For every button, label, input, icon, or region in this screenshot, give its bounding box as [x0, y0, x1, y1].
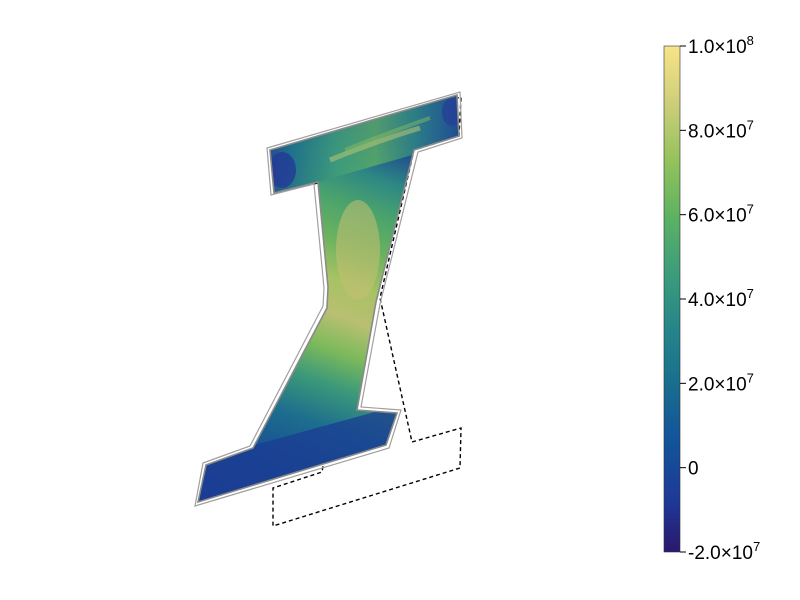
bottom-flange-field	[198, 405, 400, 502]
colorbar-tick-label: 6.0×107	[688, 202, 754, 227]
colorbar-tick-label: 8.0×107	[688, 117, 754, 142]
colorbar-tick-mantissa: -2.0×10	[688, 543, 753, 564]
colorbar-tick-exponent: 7	[747, 117, 754, 132]
colorbar-tick-mantissa: 2.0×10	[688, 374, 747, 395]
colorbar-tick-label: 2.0×107	[688, 370, 754, 395]
colorbar-tick-mantissa: 4.0×10	[688, 290, 747, 311]
colorbar-tick-mantissa: 6.0×10	[688, 206, 747, 227]
colorbar-tick-label: -2.0×107	[688, 539, 760, 564]
colorbar-tick-exponent: 7	[753, 539, 760, 554]
colorbar-tick-label: 4.0×107	[688, 286, 754, 311]
colorbar-tick-exponent: 7	[747, 286, 754, 301]
web-highlight	[336, 200, 380, 300]
colorbar: 1.0×1088.0×1076.0×1074.0×1072.0×1070-2.0…	[663, 33, 760, 564]
colorbar-bar	[663, 45, 681, 553]
flange-streak-2	[344, 116, 431, 152]
deformed-outline	[194, 91, 463, 507]
flange-streak-1	[329, 125, 421, 163]
flange-left-spot	[268, 152, 296, 188]
colorbar-tick-exponent: 7	[747, 202, 754, 217]
colorbar-tick-exponent: 7	[747, 370, 754, 385]
colorbar-tick-label: 1.0×108	[688, 33, 754, 58]
deformed-outline-path	[196, 93, 460, 504]
colorbar-ticks: 1.0×1088.0×1076.0×1074.0×1072.0×1070-2.0…	[680, 33, 760, 564]
colorbar-tick-exponent: 8	[747, 33, 754, 48]
deformed-body	[198, 95, 459, 502]
colorbar-tick-mantissa: 8.0×10	[688, 121, 747, 142]
top-flange-field	[266, 95, 459, 196]
colorbar-tick-mantissa: 1.0×10	[688, 37, 747, 58]
colorbar-tick-mantissa: 0	[688, 459, 699, 480]
colorbar-tick-label: 0	[688, 459, 699, 480]
deformed-outline-offset	[194, 91, 463, 507]
